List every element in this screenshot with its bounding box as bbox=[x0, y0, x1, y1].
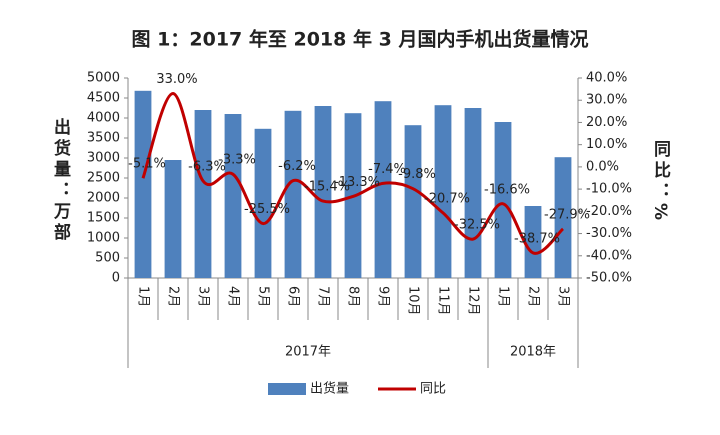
bar bbox=[134, 90, 152, 278]
data-label: -27.9% bbox=[544, 207, 590, 222]
bar bbox=[524, 206, 542, 278]
data-label: -7.4% bbox=[368, 162, 406, 177]
y2-tick-label: -30.0% bbox=[586, 226, 632, 241]
x-tick-label: 10月 bbox=[406, 286, 421, 316]
bar bbox=[314, 106, 332, 278]
y2-tick-label: 20.0% bbox=[586, 115, 627, 130]
data-label: -6.2% bbox=[278, 159, 316, 174]
y2-axis-title: 同比：% bbox=[650, 140, 671, 224]
y-tick-label: 4500 bbox=[87, 91, 120, 106]
data-label: -38.7% bbox=[514, 231, 560, 246]
x-tick-label: 3月 bbox=[196, 286, 211, 307]
bar bbox=[434, 105, 452, 278]
x-tick-label: 12月 bbox=[466, 286, 481, 316]
y2-tick-label: -10.0% bbox=[586, 182, 632, 197]
y-tick-label: 500 bbox=[95, 251, 120, 266]
data-label: 33.0% bbox=[156, 72, 197, 87]
bar bbox=[194, 110, 212, 278]
data-label: -3.3% bbox=[218, 153, 256, 168]
bar bbox=[374, 101, 392, 278]
y-tick-label: 5000 bbox=[87, 71, 120, 86]
data-label: -15.4% bbox=[304, 180, 350, 195]
y-tick-label: 4000 bbox=[87, 111, 120, 126]
y2-tick-label: 10.0% bbox=[586, 137, 627, 152]
bar bbox=[404, 125, 422, 278]
chart-title: 图 1：2017 年至 2018 年 3 月国内手机出货量情况 bbox=[132, 28, 589, 51]
data-label: -20.7% bbox=[424, 191, 470, 206]
y-axis-title: 出货量：万部 bbox=[50, 117, 72, 244]
x-tick-label: 2月 bbox=[166, 286, 181, 307]
legend-label: 同比 bbox=[420, 382, 446, 397]
data-label: -13.3% bbox=[334, 175, 380, 190]
y2-tick-label: -50.0% bbox=[586, 271, 632, 286]
y-tick-label: 2500 bbox=[87, 171, 120, 186]
data-label: -32.5% bbox=[454, 218, 500, 233]
legend-swatch bbox=[268, 383, 306, 395]
y-tick-label: 2000 bbox=[87, 191, 120, 206]
x-tick-label: 9月 bbox=[376, 286, 391, 307]
bar bbox=[554, 157, 572, 278]
y-tick-label: 3500 bbox=[87, 131, 120, 146]
line bbox=[141, 92, 565, 255]
x-tick-label: 8月 bbox=[346, 286, 361, 307]
x-tick-label: 4月 bbox=[226, 286, 241, 307]
group-label: 2017年 bbox=[285, 345, 331, 360]
bar bbox=[284, 110, 302, 278]
x-tick-label: 5月 bbox=[256, 286, 271, 307]
data-label: -6.3% bbox=[188, 159, 226, 174]
y2-tick-label: 40.0% bbox=[586, 71, 627, 86]
legend-label: 出货量 bbox=[310, 381, 349, 397]
x-tick-label: 6月 bbox=[286, 286, 301, 307]
y-tick-label: 1500 bbox=[87, 211, 120, 226]
y2-tick-label: 30.0% bbox=[586, 93, 627, 108]
x-tick-label: 3月 bbox=[556, 286, 571, 307]
x-tick-label: 2月 bbox=[526, 286, 541, 307]
x-tick-label: 1月 bbox=[136, 286, 151, 307]
y-tick-label: 0 bbox=[112, 271, 120, 286]
bar bbox=[164, 160, 182, 278]
group-label: 2018年 bbox=[510, 345, 556, 360]
data-label: -25.5% bbox=[244, 202, 290, 217]
y-tick-label: 3000 bbox=[87, 151, 120, 166]
data-label: -9.8% bbox=[398, 167, 436, 182]
y2-tick-label: 0.0% bbox=[586, 159, 619, 174]
y2-tick-label: -20.0% bbox=[586, 204, 632, 219]
x-tick-label: 1月 bbox=[496, 286, 511, 307]
x-tick-label: 7月 bbox=[316, 286, 331, 307]
y2-tick-label: -40.0% bbox=[586, 248, 632, 263]
bar bbox=[254, 128, 272, 278]
bar bbox=[224, 114, 242, 278]
y-tick-label: 1000 bbox=[87, 231, 120, 246]
data-label: -16.6% bbox=[484, 182, 530, 197]
bar bbox=[494, 122, 512, 278]
x-tick-label: 11月 bbox=[436, 286, 451, 316]
data-label: -5.1% bbox=[128, 157, 166, 172]
